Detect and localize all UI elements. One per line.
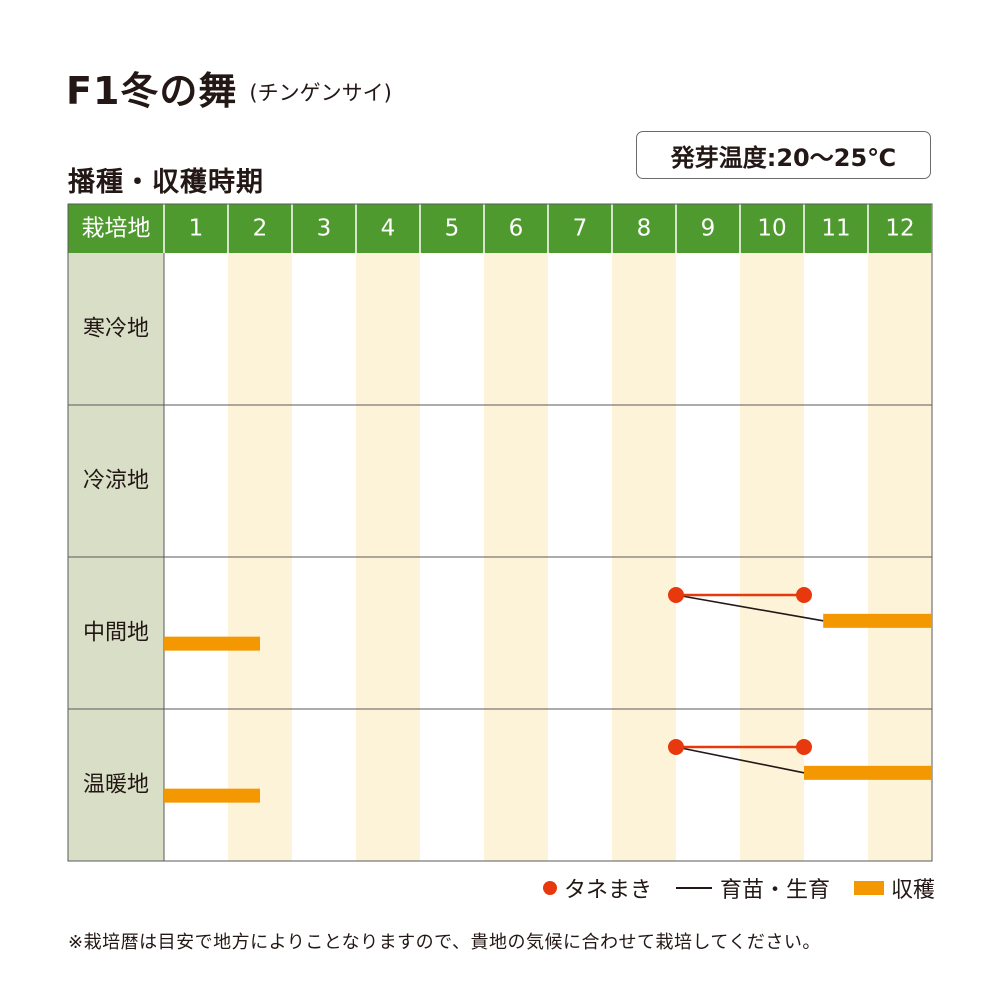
sowing-dot [668, 587, 684, 603]
month-label: 12 [885, 216, 914, 242]
harvest-bar [823, 613, 932, 628]
region-label: 温暖地 [83, 773, 149, 798]
month-label: 7 [573, 216, 588, 242]
harvest-bar [804, 765, 932, 780]
legend-sowing-label: タネまき [563, 878, 652, 903]
growth-line [675, 746, 805, 774]
section-title: 播種・収穫時期 [68, 167, 264, 198]
header-bar [68, 204, 932, 253]
month-label: 9 [701, 216, 716, 242]
sowing-dot [668, 739, 684, 755]
region-label: 中間地 [83, 621, 149, 646]
month-label: 2 [253, 216, 268, 242]
title-main: F1冬の舞 [66, 69, 238, 113]
region-label: 寒冷地 [83, 317, 149, 342]
legend: タネまき 育苗・生育 収穫 [510, 872, 935, 904]
footnote: ※栽培暦は目安で地方によりことなりますので、貴地の気候に合わせて栽培してください… [68, 932, 821, 953]
legend-growth: 育苗・生育 [675, 872, 830, 904]
legend-harvest: 収穫 [853, 872, 935, 904]
schedule-marks [164, 587, 932, 803]
month-label: 11 [821, 216, 850, 242]
harvest-bar [164, 636, 260, 651]
chart-title: F1冬の舞 (チンゲンサイ) [66, 60, 392, 115]
harvest-bar [164, 788, 260, 803]
sowing-dot [796, 739, 812, 755]
month-header: 栽培地 1 2 3 4 5 6 7 8 9 10 11 12 [68, 204, 933, 253]
month-label: 1 [189, 216, 204, 242]
sowing-dot [796, 587, 812, 603]
month-label: 5 [445, 216, 460, 242]
month-label: 8 [637, 216, 652, 242]
month-label: 6 [509, 216, 524, 242]
legend-growth-label: 育苗・生育 [719, 878, 830, 903]
title-sub: (チンゲンサイ) [249, 81, 392, 105]
legend-sowing: タネまき [542, 872, 652, 904]
month-label: 3 [317, 216, 332, 242]
growth-line [675, 594, 824, 622]
legend-harvest-label: 収穫 [890, 878, 935, 903]
orange-bar-icon [853, 881, 884, 895]
corner-label: 栽培地 [82, 216, 151, 242]
germination-temp-box: 発芽温度:20〜25℃ [636, 131, 931, 179]
black-line-icon [675, 887, 712, 889]
red-dot-icon [542, 881, 557, 895]
month-label: 4 [381, 216, 396, 242]
month-label: 10 [757, 216, 786, 242]
region-label: 冷涼地 [83, 469, 149, 494]
grid-lines [67, 203, 933, 862]
grid-border [67, 203, 933, 862]
